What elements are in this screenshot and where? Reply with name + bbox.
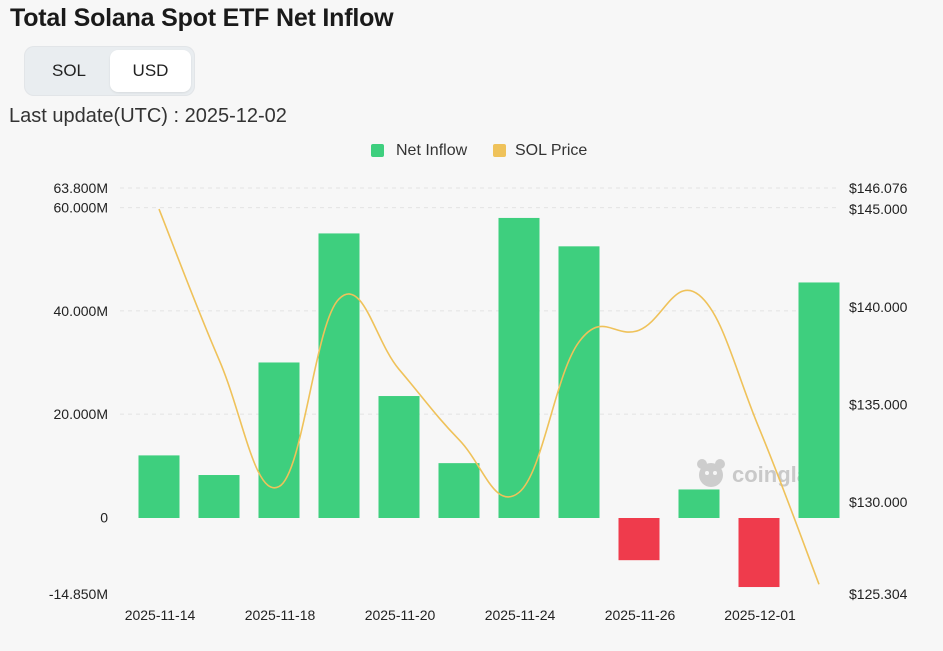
toggle-usd-button[interactable]: USD [110, 50, 191, 92]
page-title: Total Solana Spot ETF Net Inflow [10, 4, 394, 32]
left-axis: 63.800M 60.000M 40.000M 20.000M 0 -14.850M [49, 180, 108, 602]
left-tick-label: 0 [100, 509, 108, 525]
legend-label-net-inflow: Net Inflow [396, 142, 468, 159]
bar-net-inflow-positive [798, 282, 840, 518]
bar-net-inflow-negative [738, 518, 780, 588]
grid-lines [120, 187, 840, 415]
bar-net-inflow-positive [558, 246, 600, 518]
x-tick-label: 2025-11-24 [485, 607, 556, 623]
x-tick-label: 2025-11-26 [605, 607, 676, 623]
toggle-sol-button[interactable]: SOL [51, 61, 87, 80]
bar-net-inflow-positive [318, 233, 360, 518]
legend-swatch-sol-price [493, 144, 506, 157]
x-tick-label: 2025-11-14 [125, 607, 196, 623]
x-tick-label: 2025-11-18 [245, 607, 316, 623]
bar-net-inflow-negative [618, 518, 660, 561]
left-tick-label: 63.800M [54, 180, 108, 196]
legend: Net Inflow SOL Price [371, 142, 587, 159]
legend-swatch-net-inflow [371, 144, 384, 157]
bar-net-inflow-positive [258, 362, 300, 518]
currency-toggle[interactable]: SOL USD [24, 46, 195, 96]
left-tick-label: 40.000M [54, 303, 108, 319]
right-tick-label: $145.000 [849, 201, 908, 217]
price-line [158, 208, 820, 585]
left-tick-label: -14.850M [49, 586, 108, 602]
bar-net-inflow-positive [678, 489, 720, 518]
x-tick-label: 2025-12-01 [724, 607, 796, 623]
left-tick-label: 60.000M [54, 200, 108, 216]
right-axis: $146.076 $145.000 $140.000 $135.000 $130.000… [849, 180, 908, 602]
right-tick-label: $140.000 [849, 299, 908, 315]
x-axis: 2025-11-14 2025-11-18 2025-11-20 2025-11-24… [125, 607, 796, 623]
mascot-icon [697, 459, 725, 487]
bars [138, 217, 840, 588]
right-tick-label: $125.304 [849, 586, 908, 602]
right-tick-label: $146.076 [849, 180, 908, 196]
bar-net-inflow-positive [438, 463, 480, 518]
legend-label-sol-price: SOL Price [515, 142, 587, 159]
sol-price-line [158, 208, 820, 585]
bar-net-inflow-positive [498, 217, 540, 518]
bar-net-inflow-positive [378, 396, 420, 518]
x-tick-label: 2025-11-20 [365, 607, 436, 623]
last-update-text: Last update(UTC) : 2025-12-02 [9, 105, 287, 127]
right-tick-label: $135.000 [849, 396, 908, 412]
right-tick-label: $130.000 [849, 494, 908, 510]
bar-net-inflow-positive [198, 475, 240, 518]
bar-net-inflow-positive [138, 455, 180, 518]
left-tick-label: 20.000M [54, 406, 108, 422]
